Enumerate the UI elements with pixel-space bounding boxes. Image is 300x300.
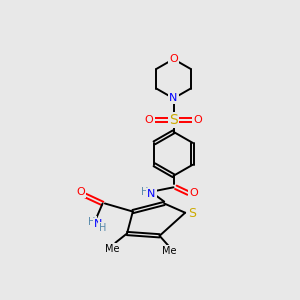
Text: Me: Me	[105, 244, 119, 254]
Text: H: H	[141, 187, 148, 197]
Text: N: N	[147, 189, 156, 199]
Text: O: O	[145, 115, 154, 125]
Text: O: O	[189, 188, 198, 198]
Text: N: N	[94, 219, 103, 229]
Text: O: O	[169, 54, 178, 64]
Text: S: S	[188, 207, 196, 220]
Text: O: O	[76, 187, 85, 197]
Text: H: H	[88, 217, 96, 227]
Text: H: H	[99, 223, 107, 233]
Text: O: O	[194, 115, 202, 125]
Text: N: N	[169, 93, 178, 103]
Text: S: S	[169, 113, 178, 127]
Text: Me: Me	[162, 246, 176, 256]
